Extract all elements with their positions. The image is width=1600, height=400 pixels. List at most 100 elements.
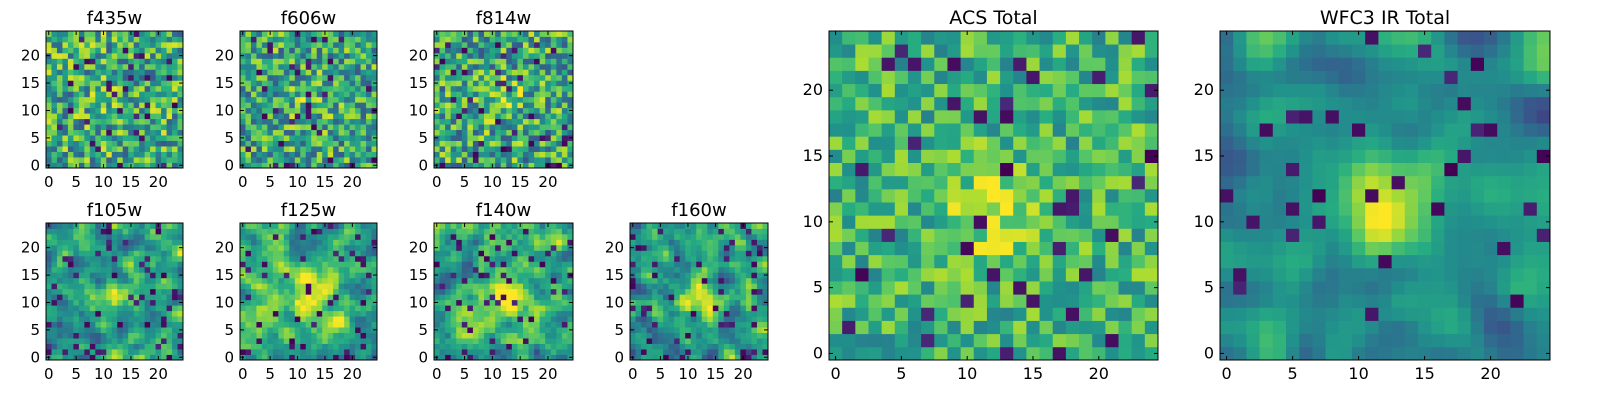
heatmap-cell (561, 261, 568, 268)
heatmap-cell (338, 52, 345, 59)
heatmap-cell (338, 69, 345, 76)
heatmap-cell (545, 349, 552, 355)
heatmap-cell (89, 321, 96, 328)
heatmap-cell (51, 305, 58, 312)
heatmap-cell (360, 327, 367, 333)
heatmap-cell (67, 283, 74, 290)
heatmap-cell (122, 343, 129, 350)
heatmap-cell (489, 107, 496, 114)
heatmap-cell (84, 52, 91, 59)
heatmap-cell (166, 305, 173, 312)
heatmap-cell (517, 305, 524, 312)
heatmap-cell (177, 85, 184, 92)
heatmap-cell (478, 41, 485, 48)
heatmap-cell (652, 277, 658, 284)
heatmap-cell (556, 261, 563, 268)
heatmap-cell (349, 113, 356, 120)
heatmap-cell (539, 31, 546, 37)
heatmap-cell (355, 321, 361, 328)
heatmap-cell (762, 310, 769, 317)
heatmap-cell (517, 310, 524, 317)
heatmap-cell (1079, 333, 1093, 348)
heatmap-cell (311, 151, 318, 158)
heatmap-cell (300, 327, 307, 333)
heatmap-cell (56, 272, 63, 279)
heatmap-cell (144, 272, 151, 279)
heatmap-cell (506, 58, 513, 65)
heatmap-cell (762, 343, 769, 350)
heatmap-cell (567, 255, 574, 262)
heatmap-cell (100, 41, 107, 48)
heatmap-cell (868, 320, 883, 335)
heatmap-cell (517, 244, 524, 251)
heatmap-cell (690, 349, 697, 355)
heatmap-cell (701, 305, 708, 312)
heatmap-cell (729, 250, 736, 257)
heatmap-cell (366, 343, 372, 350)
heatmap-cell (283, 354, 290, 361)
heatmap-cell (366, 305, 372, 312)
heatmap-cell (500, 41, 507, 48)
heatmap-cell (495, 80, 502, 87)
heatmap-cell (545, 332, 552, 339)
heatmap-cell (122, 349, 129, 355)
heatmap-cell (322, 266, 329, 273)
heatmap-cell (652, 244, 658, 251)
heatmap-cell (556, 305, 563, 312)
heatmap-cell (517, 255, 524, 262)
heatmap-cell (261, 327, 268, 333)
heatmap-cell (100, 288, 107, 295)
heatmap-cell (240, 47, 246, 54)
heatmap-cell (327, 332, 334, 339)
heatmap-cell (461, 47, 468, 54)
heatmap-cell (522, 140, 529, 147)
heatmap-cell (652, 223, 658, 229)
heatmap-cell (511, 255, 518, 262)
heatmap-cell (707, 299, 714, 306)
heatmap-cell (467, 69, 474, 76)
y-tick-label: 0 (224, 348, 234, 366)
heatmap-cell (139, 299, 146, 306)
heatmap-cell (261, 250, 268, 257)
heatmap-cell (278, 107, 285, 114)
heatmap-cell (550, 343, 557, 350)
heatmap-cell (139, 151, 146, 158)
heatmap-cell (122, 140, 129, 147)
heatmap-cell (500, 135, 507, 141)
heatmap-cell (756, 244, 763, 251)
heatmap-cell (150, 223, 156, 229)
heatmap-cell (756, 261, 763, 268)
heatmap-cell (51, 343, 58, 350)
heatmap-cell (489, 255, 496, 262)
heatmap-cell (534, 118, 541, 125)
heatmap-cell (117, 244, 124, 251)
y-tick-label: 20 (409, 47, 428, 65)
heatmap-cell (456, 96, 463, 103)
heatmap-cell (522, 272, 529, 279)
heatmap-cell (456, 261, 463, 268)
heatmap-cell (1013, 333, 1027, 348)
heatmap-cell (289, 239, 296, 246)
heatmap-cell (484, 74, 490, 81)
heatmap-cell (144, 85, 151, 92)
heatmap-cell (652, 266, 658, 273)
heatmap-cell (311, 255, 318, 262)
heatmap-cell (696, 299, 703, 306)
heatmap-cell (89, 343, 96, 350)
heatmap-cell (500, 52, 507, 59)
heatmap-cell (635, 223, 642, 229)
heatmap-cell (445, 349, 452, 355)
heatmap-cell (1105, 175, 1119, 190)
heatmap-cell (762, 266, 769, 273)
heatmap-cell (139, 327, 146, 333)
heatmap-cell (522, 157, 529, 163)
heatmap-cell (450, 332, 457, 339)
heatmap-cell (117, 316, 124, 323)
heatmap-cell (366, 255, 372, 262)
heatmap-cell (245, 135, 252, 141)
heatmap-cell (111, 343, 118, 350)
heatmap-cell (934, 162, 948, 177)
heatmap-cell (366, 349, 372, 355)
heatmap-cell (550, 124, 557, 131)
heatmap-cell (166, 69, 173, 76)
